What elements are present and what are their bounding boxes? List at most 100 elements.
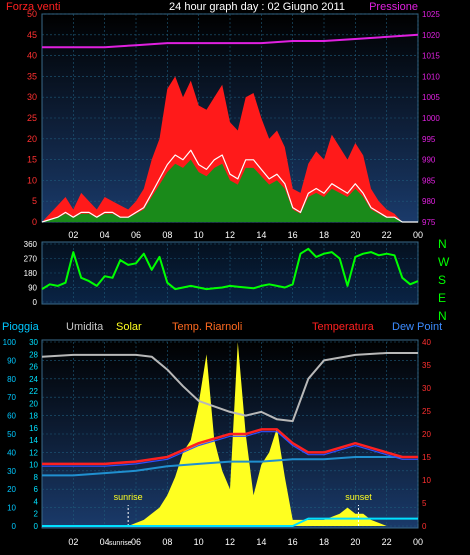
pressure-line <box>42 33 419 49</box>
second-tick-label: 4 <box>34 497 39 506</box>
second-tick-label: 22 <box>29 387 38 396</box>
pressure-tick-label: 985 <box>422 176 436 185</box>
second-tick-label: 0 <box>34 522 39 531</box>
compass-label: E <box>438 291 446 305</box>
dew-point-line <box>42 456 418 477</box>
x-tick-label: 10 <box>194 537 204 547</box>
direction-tick-label: 0 <box>33 298 38 307</box>
second-tick-label: 24 <box>29 375 38 384</box>
second-tick-label: 26 <box>29 363 38 372</box>
x-tick-label: 08 <box>162 537 172 547</box>
direction-tick-label: 90 <box>28 284 37 293</box>
temperature-tick-label: 5 <box>422 499 427 508</box>
x-tick-label: sunrise <box>109 540 132 547</box>
legend-dew-point: Dew Point <box>392 321 442 333</box>
temperatura-line <box>42 431 418 467</box>
sunset-label: sunset <box>345 492 372 502</box>
compass-label: S <box>438 273 446 287</box>
second-tick-label: 16 <box>29 424 38 433</box>
wind-tick-label: 45 <box>27 30 37 40</box>
wind-speed-line <box>41 149 418 223</box>
rain-tick-label: 0 <box>12 522 17 531</box>
second-tick-label: 10 <box>29 461 38 470</box>
solar-area <box>128 342 418 526</box>
x-tick-label: 08 <box>162 230 172 240</box>
x-tick-label: 22 <box>382 537 392 547</box>
second-tick-label: 6 <box>34 485 39 494</box>
x-tick-label: 18 <box>319 230 329 240</box>
wind-tick-label: 40 <box>27 51 37 61</box>
legend-umidita: Umidita <box>66 321 104 333</box>
x-tick-label: 00 <box>413 230 423 240</box>
temperature-tick-label: 15 <box>422 453 431 462</box>
wind-tick-label: 25 <box>27 113 37 123</box>
pressure-tick-label: 1020 <box>422 31 440 40</box>
second-tick-label: 8 <box>34 473 39 482</box>
x-tick-label: 22 <box>382 230 392 240</box>
wind-tick-label: 15 <box>27 155 37 165</box>
pressure-tick-label: 1025 <box>422 10 440 19</box>
pressure-tick-label: 1010 <box>422 72 440 81</box>
wind-tick-label: 35 <box>27 71 37 81</box>
wind-tick-label: 20 <box>27 134 37 144</box>
pressure-tick-label: 975 <box>422 218 436 227</box>
x-tick-label: 20 <box>350 537 360 547</box>
rain-tick-label: 70 <box>7 393 16 402</box>
x-tick-label: 16 <box>288 537 298 547</box>
second-tick-label: 30 <box>29 338 38 347</box>
legend-pioggia: Pioggia <box>2 321 40 333</box>
rain-tick-label: 90 <box>7 356 16 365</box>
wind-gust-area <box>42 76 418 223</box>
temp-riarnoli-line <box>42 428 418 466</box>
compass-label: N <box>438 237 447 251</box>
pressure-axis-label: Pressione <box>369 1 418 13</box>
rain-tick-label: 80 <box>7 375 16 384</box>
temperature-tick-label: 0 <box>422 522 427 531</box>
rain-tick-label: 10 <box>7 504 16 513</box>
humidity-line <box>41 352 418 423</box>
second-tick-label: 14 <box>29 436 38 445</box>
temperature-tick-label: 25 <box>422 407 431 416</box>
pressure-tick-label: 995 <box>422 135 436 144</box>
x-tick-label: 00 <box>413 537 423 547</box>
sunrise-label: sunrise <box>114 492 143 502</box>
pressure-tick-label: 1015 <box>422 52 440 61</box>
chart-title: 24 hour graph day : 02 Giugno 2011 <box>169 1 345 13</box>
wind-average-area <box>42 159 418 222</box>
x-tick-label: 12 <box>225 230 235 240</box>
rain-tick-label: 20 <box>7 485 16 494</box>
direction-tick-label: 360 <box>24 240 38 249</box>
x-tick-label: 04 <box>100 230 110 240</box>
legend-solar: Solar <box>116 321 142 333</box>
x-tick-label: 20 <box>350 230 360 240</box>
x-tick-label: 04 <box>100 537 110 547</box>
rain-line <box>42 517 418 527</box>
x-tick-label: 12 <box>225 537 235 547</box>
temperature-tick-label: 10 <box>422 476 431 485</box>
wind-tick-label: 50 <box>27 9 37 19</box>
x-tick-label: 14 <box>256 230 266 240</box>
rain-tick-label: 30 <box>7 467 16 476</box>
x-tick-label: 18 <box>319 537 329 547</box>
x-tick-label: 02 <box>68 230 78 240</box>
wind-tick-label: 10 <box>27 175 37 185</box>
temperature-tick-label: 30 <box>422 384 431 393</box>
pressure-tick-label: 1000 <box>422 114 440 123</box>
compass-label: W <box>438 255 450 269</box>
legend-temperatura: Temperatura <box>312 321 375 333</box>
wind-tick-label: 30 <box>27 92 37 102</box>
legend-temp-riarnoli: Temp. Riarnoli <box>172 321 242 333</box>
second-tick-label: 18 <box>29 412 38 421</box>
direction-tick-label: 180 <box>24 269 38 278</box>
x-tick-label: 10 <box>194 230 204 240</box>
x-tick-label: 16 <box>288 230 298 240</box>
pressure-tick-label: 1005 <box>422 93 440 102</box>
x-tick-label: 02 <box>68 537 78 547</box>
x-tick-label: 06 <box>131 230 141 240</box>
rain-tick-label: 100 <box>3 338 17 347</box>
pressure-tick-label: 980 <box>422 197 436 206</box>
second-tick-label: 2 <box>34 510 39 519</box>
second-tick-label: 20 <box>29 399 38 408</box>
temperature-tick-label: 20 <box>422 430 431 439</box>
